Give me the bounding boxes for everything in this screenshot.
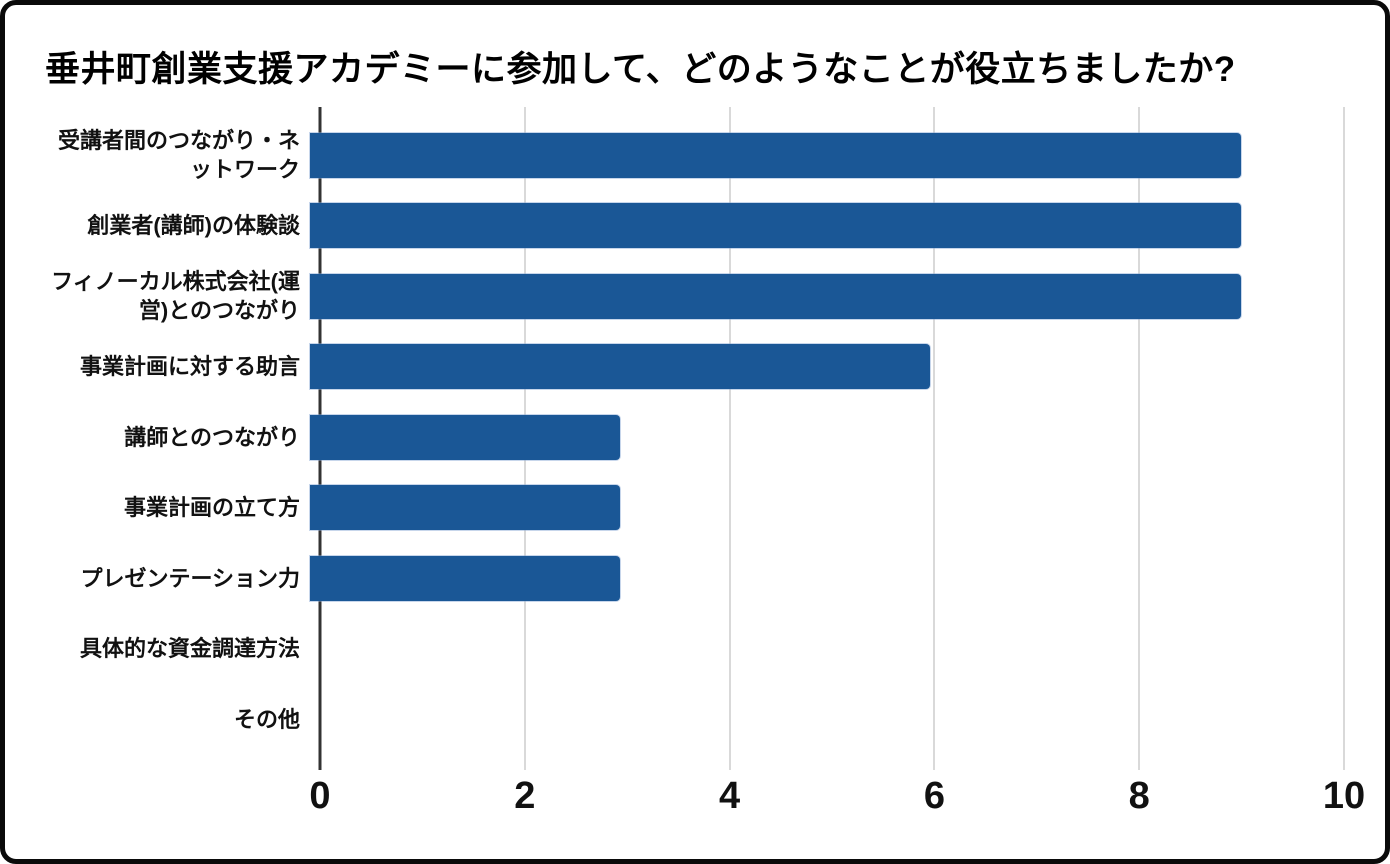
bar-track	[310, 626, 1344, 671]
category-label: 講師とのつながり	[124, 424, 300, 450]
category-label: その他	[233, 706, 300, 732]
bar-track	[310, 273, 1344, 319]
x-tick-label: 6	[923, 775, 945, 817]
bar-track	[310, 132, 1344, 178]
category-label: 具体的な資金調達方法	[79, 636, 300, 662]
bar	[310, 132, 1241, 178]
chart-row: 講師とのつながり	[45, 402, 1344, 473]
bar	[310, 273, 1241, 319]
x-tick-label: 8	[1128, 775, 1150, 817]
category-label: 創業者(講師)の体験談	[87, 213, 300, 239]
chart-title: 垂井町創業支援アカデミーに参加して、どのようなことが役立ちましたか?	[45, 50, 1236, 89]
bar-track	[310, 555, 1344, 601]
chart-row: 創業者(講師)の体験談	[45, 191, 1344, 262]
bar	[310, 203, 1241, 249]
chart-row: その他	[45, 684, 1344, 755]
chart-row: 事業計画に対する助言	[45, 332, 1344, 403]
chart-row: 事業計画の立て方	[45, 473, 1344, 544]
category-label: 事業計画に対する助言	[79, 354, 300, 380]
bar-track	[310, 414, 1344, 460]
bar-track	[310, 697, 1344, 742]
chart-row: 具体的な資金調達方法	[45, 614, 1344, 685]
x-tick-label: 0	[309, 775, 331, 817]
bar	[310, 485, 621, 531]
category-label: プレゼンテーション力	[80, 565, 300, 591]
bar	[310, 555, 621, 601]
x-tick-label: 10	[1322, 775, 1366, 817]
x-tick-label: 4	[719, 775, 741, 817]
category-label: フィノーカル株式会社(運営)とのつながり	[51, 269, 300, 324]
bar-rows: 受講者間のつながり・ネットワーク 創業者(講師)の体験談 フィノーカル株式会社(…	[45, 120, 1344, 755]
chart-body: 受講者間のつながり・ネットワーク 創業者(講師)の体験談 フィノーカル株式会社(…	[45, 107, 1365, 827]
bar-track	[310, 203, 1344, 249]
chart-row: プレゼンテーション力	[45, 543, 1344, 614]
chart-row: フィノーカル株式会社(運営)とのつながり	[45, 261, 1344, 332]
bar	[310, 344, 931, 390]
bar-track	[310, 344, 1344, 390]
x-tick-label: 2	[514, 775, 536, 817]
bar-track	[310, 485, 1344, 531]
x-axis-labels: 0 2 4 6 8 10	[309, 775, 1365, 827]
bar	[310, 414, 621, 460]
category-label: 受講者間のつながり・ネットワーク	[57, 128, 300, 183]
category-label: 事業計画の立て方	[123, 495, 300, 521]
chart-row: 受講者間のつながり・ネットワーク	[45, 120, 1344, 191]
